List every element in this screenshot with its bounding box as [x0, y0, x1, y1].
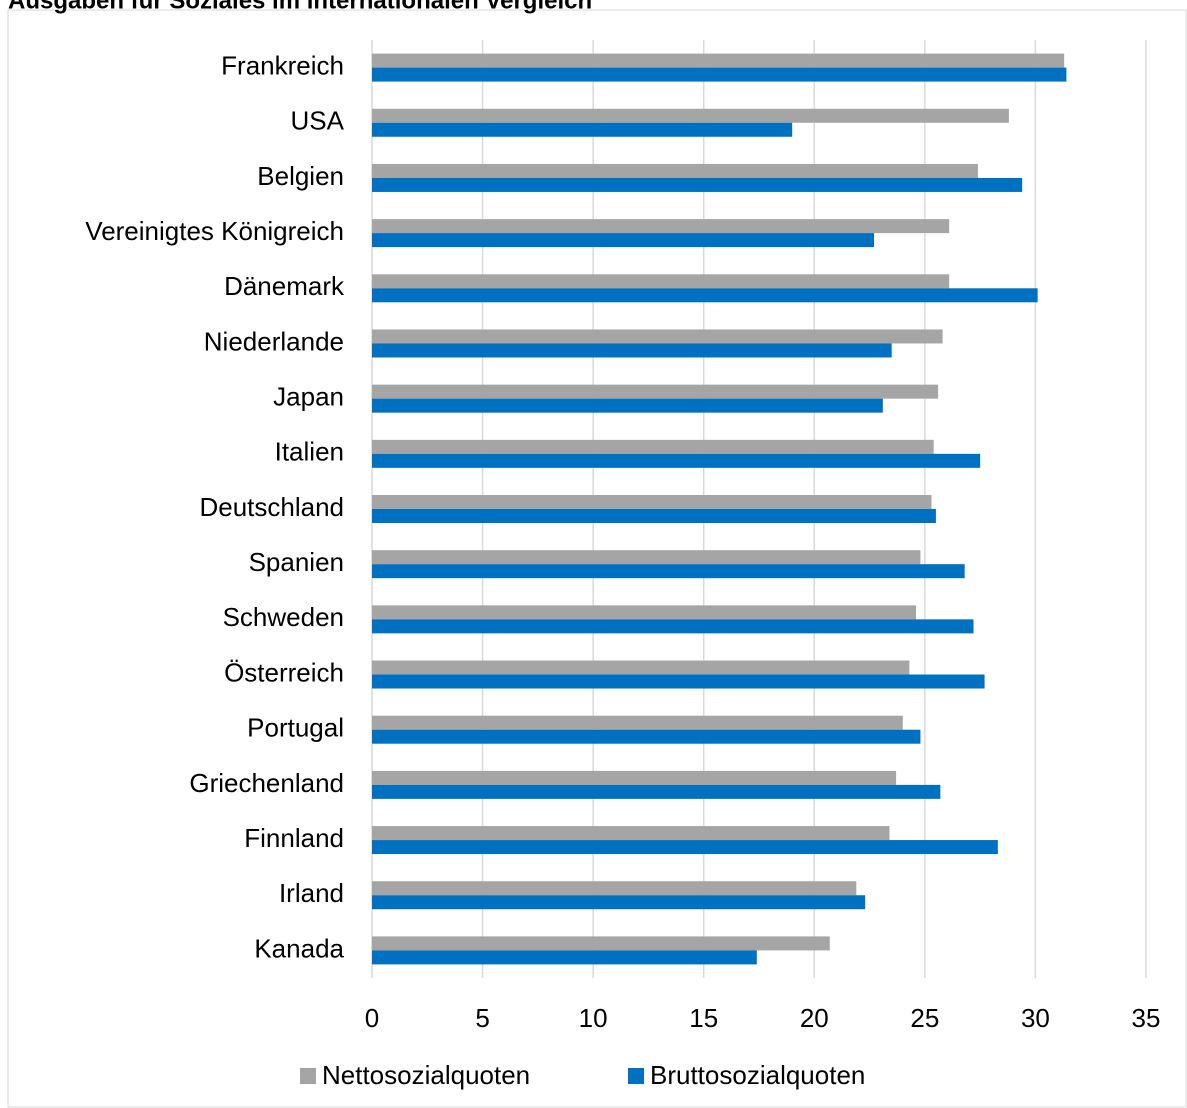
legend-swatch [300, 1068, 316, 1084]
bar [372, 67, 1067, 82]
bar [372, 826, 890, 841]
y-tick-label: Spanien [249, 547, 344, 577]
x-tick-label: 5 [475, 1003, 489, 1033]
bar [372, 881, 857, 896]
bar [372, 660, 910, 675]
y-tick-label: Japan [273, 382, 344, 412]
bar [372, 177, 1023, 192]
legend-label: Bruttosozialquoten [650, 1060, 865, 1090]
y-tick-label: Griechenland [189, 768, 344, 798]
y-tick-label: Italien [275, 437, 344, 467]
bar [372, 53, 1065, 68]
bar [372, 233, 874, 248]
y-tick-label: Kanada [254, 933, 344, 963]
y-tick-label: Irland [279, 878, 344, 908]
bar [372, 343, 892, 358]
x-tick-label: 20 [800, 1003, 829, 1033]
bar [372, 729, 921, 744]
bar [372, 495, 932, 509]
bar [372, 950, 757, 965]
bar [372, 936, 830, 951]
x-tick-label: 30 [1021, 1003, 1050, 1033]
bar [372, 509, 936, 523]
y-tick-label: Finnland [244, 823, 344, 853]
x-tick-label: 25 [910, 1003, 939, 1033]
bar [372, 122, 793, 137]
bar [372, 384, 939, 399]
bar [372, 288, 1038, 303]
chart-border [7, 9, 1187, 1108]
x-tick-label: 0 [365, 1003, 379, 1033]
bar [372, 329, 943, 344]
bar [372, 605, 917, 620]
bar [372, 619, 974, 634]
y-tick-label: Deutschland [199, 492, 344, 522]
bar [372, 219, 950, 234]
bar [372, 163, 978, 178]
y-tick-label: Belgien [257, 161, 344, 191]
y-tick-label: Schweden [223, 602, 344, 632]
y-tick-label: Frankreich [221, 50, 344, 80]
bar [372, 674, 985, 689]
x-tick-label: 15 [689, 1003, 718, 1033]
bar [372, 439, 934, 454]
y-tick-label: Niederlande [204, 326, 344, 356]
x-tick-label: 35 [1132, 1003, 1161, 1033]
bar [372, 274, 950, 289]
y-tick-label: Vereinigtes Königreich [85, 216, 344, 246]
bar [372, 715, 903, 730]
y-tick-label: Österreich [224, 657, 344, 687]
bar [372, 784, 941, 799]
y-tick-label: Portugal [247, 713, 344, 743]
bar [372, 770, 897, 785]
bar [372, 895, 866, 910]
bar [372, 840, 998, 855]
bar [372, 453, 981, 468]
legend-label: Nettosozialquoten [322, 1060, 530, 1090]
y-tick-label: Dänemark [224, 271, 345, 301]
y-tick-label: USA [291, 106, 345, 136]
bar [372, 398, 883, 413]
x-tick-label: 10 [579, 1003, 608, 1033]
legend-swatch [628, 1068, 644, 1084]
bar [372, 550, 921, 565]
bar [372, 108, 1009, 123]
chart-title: Ausgaben für Soziales im internationalen… [8, 0, 592, 14]
bar [372, 564, 965, 579]
